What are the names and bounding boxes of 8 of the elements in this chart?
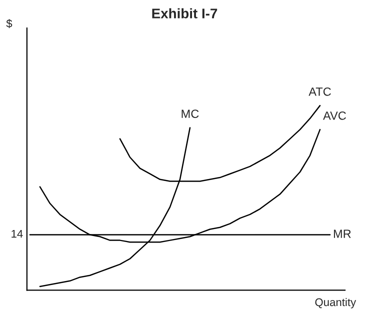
series-label: ATC	[308, 87, 331, 96]
series-label: MR	[334, 230, 351, 238]
chart-title: Exhibit I-7	[152, 8, 218, 18]
series-label: MC	[182, 110, 199, 118]
x-axis-title: Quantity	[315, 298, 356, 308]
text: 14	[12, 230, 23, 238]
series-label: AVC	[323, 111, 346, 120]
text: $	[6, 19, 12, 28]
